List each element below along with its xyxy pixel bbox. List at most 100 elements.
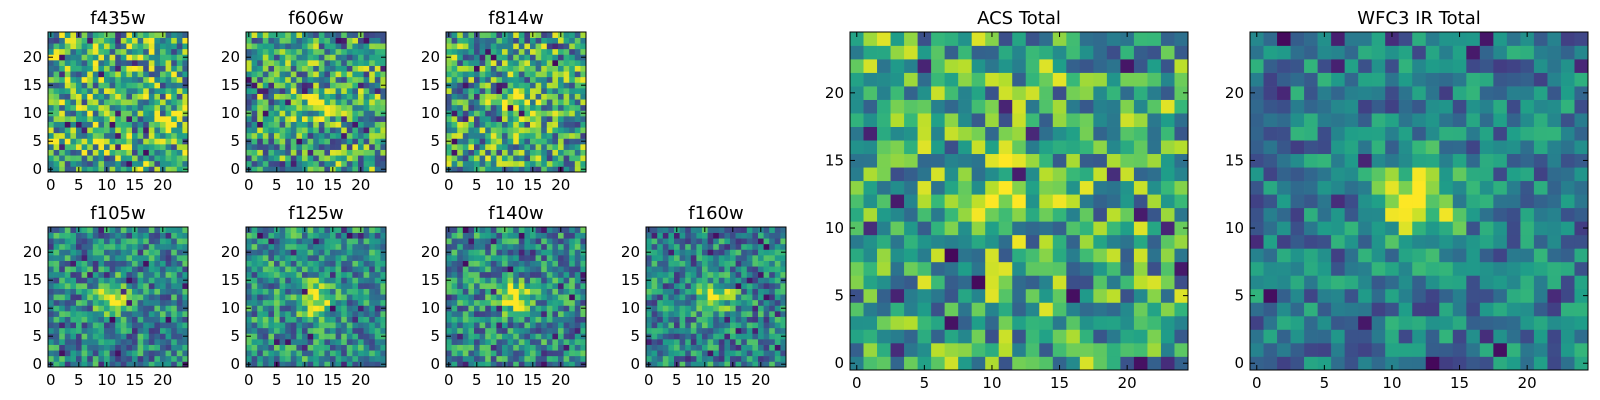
- pixel: [713, 299, 720, 306]
- pixel: [546, 311, 553, 317]
- pixel: [380, 121, 387, 128]
- pixel: [552, 227, 559, 233]
- pixel: [132, 88, 138, 94]
- pixel: [285, 149, 292, 156]
- pixel: [668, 299, 675, 306]
- pixel: [569, 294, 576, 301]
- pixel: [563, 160, 570, 167]
- pixel: [64, 260, 71, 267]
- pixel: [346, 243, 353, 250]
- pixel: [451, 294, 458, 301]
- pixel: [730, 311, 736, 317]
- pixel: [126, 311, 133, 317]
- pixel: [552, 138, 559, 145]
- pixel: [109, 149, 116, 156]
- pixel: [646, 316, 652, 323]
- pixel: [53, 355, 60, 362]
- pixel: [580, 294, 587, 301]
- pixel: [302, 255, 308, 261]
- pixel: [126, 60, 133, 66]
- pixel: [318, 65, 325, 72]
- pixel: [115, 32, 122, 38]
- pixel: [904, 167, 918, 182]
- pixel: [662, 294, 669, 301]
- pixel: [313, 344, 320, 351]
- pixel: [904, 221, 918, 236]
- pixel: [296, 355, 303, 362]
- pixel: [165, 88, 172, 94]
- pixel: [552, 294, 559, 301]
- pixel: [182, 121, 189, 128]
- pixel: [165, 116, 172, 122]
- pixel: [479, 138, 486, 145]
- pixel: [92, 316, 99, 323]
- pixel: [165, 344, 172, 351]
- pixel: [341, 71, 348, 78]
- pixel: [741, 227, 748, 233]
- pixel: [137, 316, 144, 323]
- pixel: [707, 299, 714, 306]
- pixel: [324, 271, 331, 278]
- pixel: [780, 283, 787, 289]
- pixel: [374, 316, 381, 323]
- pixel: [137, 305, 144, 312]
- pixel: [563, 277, 570, 284]
- pixel: [53, 160, 60, 167]
- pixel: [541, 355, 548, 362]
- pixel: [1025, 261, 1040, 276]
- pixel: [268, 333, 275, 340]
- y-tick-label: 15: [23, 271, 42, 289]
- pixel: [646, 232, 652, 239]
- pixel: [148, 43, 155, 50]
- pixel: [758, 260, 764, 267]
- pixel: [490, 65, 497, 72]
- pixel: [574, 327, 581, 334]
- pixel: [958, 207, 973, 222]
- pixel: [318, 361, 325, 368]
- pixel: [104, 132, 110, 139]
- pixel: [535, 260, 542, 267]
- pixel: [546, 344, 553, 351]
- pixel: [313, 132, 320, 139]
- pixel: [176, 138, 183, 145]
- pixel: [513, 160, 520, 167]
- pixel: [917, 207, 932, 222]
- pixel: [64, 138, 71, 145]
- pixel: [92, 71, 99, 78]
- pixel: [335, 104, 342, 111]
- pixel: [985, 207, 1000, 222]
- pixel: [324, 327, 331, 334]
- pixel: [541, 166, 548, 173]
- pixel: [735, 288, 742, 295]
- pixel: [126, 110, 133, 117]
- pixel: [462, 243, 469, 250]
- pixel: [279, 93, 286, 100]
- pixel: [285, 361, 292, 368]
- pixel: [558, 311, 564, 317]
- pixel: [115, 37, 122, 44]
- pixel: [165, 350, 172, 357]
- pixel: [109, 232, 116, 239]
- pixel: [569, 149, 576, 156]
- pixel: [109, 32, 116, 38]
- pixel: [109, 71, 116, 78]
- pixel: [462, 255, 469, 261]
- pixel: [518, 283, 525, 289]
- pixel: [971, 302, 986, 317]
- pixel: [541, 322, 548, 329]
- pixel: [246, 238, 252, 245]
- pixel: [1160, 180, 1175, 195]
- pixel: [341, 144, 348, 150]
- pixel: [1012, 342, 1027, 357]
- pixel: [313, 155, 320, 162]
- pixel: [507, 255, 514, 261]
- pixel: [53, 232, 60, 239]
- pixel: [369, 322, 376, 329]
- pixel: [262, 110, 269, 117]
- pixel: [279, 277, 286, 284]
- pixel: [1093, 275, 1108, 290]
- pixel: [513, 311, 520, 317]
- pixel: [468, 32, 475, 38]
- pixel: [92, 227, 99, 233]
- pixel: [171, 93, 178, 100]
